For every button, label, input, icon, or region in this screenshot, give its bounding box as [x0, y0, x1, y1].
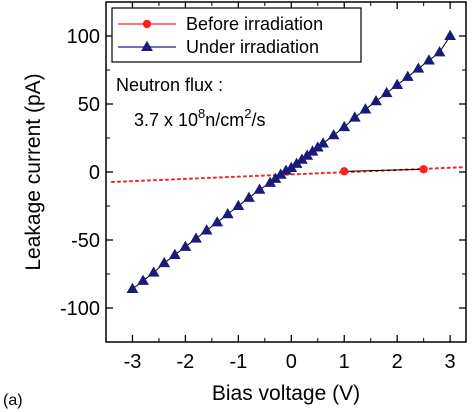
under-irradiation-point	[190, 232, 202, 243]
under-irradiation-point	[280, 164, 292, 175]
under-irradiation-point	[348, 111, 361, 122]
under-irradiation-point	[168, 248, 181, 259]
flux-unit: n/cm	[205, 110, 244, 130]
legend-entry-before-irradiation: Before irradiation	[186, 14, 323, 34]
x-axis-label: Bias voltage (V)	[212, 382, 360, 405]
under-irradiation-point	[433, 46, 446, 57]
y-axis-label: Leakage current (pA)	[22, 73, 45, 270]
legend-box	[111, 7, 362, 63]
under-irradiation-point	[295, 153, 308, 164]
x-tick-label: -2	[177, 351, 195, 373]
under-irradiation-point	[126, 282, 139, 293]
under-irradiation-point	[274, 168, 287, 179]
x-tick-label: 3	[445, 351, 456, 373]
y-tick-label: -50	[71, 230, 100, 252]
under-irradiation-point	[137, 274, 149, 285]
under-irradiation-point	[200, 224, 213, 235]
under-irradiation-point	[401, 70, 414, 81]
under-irradiation-point	[221, 207, 234, 219]
under-irradiation-point	[147, 266, 160, 277]
under-irradiation-point	[338, 120, 351, 132]
x-tick-label: -1	[229, 351, 247, 373]
under-irradiation-point	[412, 62, 425, 73]
under-irradiation-point	[317, 137, 329, 148]
under-irradiation-point	[285, 161, 298, 172]
under-irradiation-point	[301, 149, 314, 160]
under-irradiation-point	[269, 172, 282, 183]
annotation-neutron-flux-value: 3.7 x 108n/cm2/s	[134, 106, 266, 130]
flux-mantissa: 3.7 x 10	[134, 110, 198, 130]
before-irradiation-point	[419, 165, 428, 174]
under-irradiation-point	[444, 29, 457, 41]
before-irradiation-line	[344, 168, 424, 172]
under-irradiation-point	[359, 103, 372, 114]
flux-unit-tail: /s	[252, 110, 266, 130]
x-tick-label: 0	[286, 351, 297, 373]
y-tick-label: 50	[78, 94, 100, 116]
under-irradiation-point	[253, 183, 266, 194]
x-tick-label: 2	[392, 351, 403, 373]
under-irradiation-point	[311, 141, 324, 152]
under-irradiation-point	[243, 191, 255, 202]
under-irradiation-point	[391, 78, 404, 89]
legend-marker-before	[142, 19, 152, 29]
y-tick-label: 100	[67, 26, 100, 48]
under-irradiation-point	[306, 145, 319, 156]
under-irradiation-point	[211, 216, 224, 227]
before-irradiation-point	[340, 167, 349, 176]
under-irradiation-point	[232, 199, 245, 211]
legend-entry-under-irradiation: Under irradiation	[186, 37, 319, 57]
legend-marker-under	[141, 40, 153, 52]
under-irradiation-point	[179, 240, 192, 251]
x-tick-label: 1	[339, 351, 350, 373]
flux-exponent: 8	[198, 106, 205, 121]
panel-label: (a)	[3, 392, 23, 409]
legend: Before irradiation Under irradiation	[111, 7, 362, 63]
y-tick-label: -100	[60, 298, 100, 320]
x-tick-label: -3	[124, 351, 142, 373]
flux-unit-exponent: 2	[244, 106, 251, 121]
ticks-layer: -3 -2 -1 0 1 2 3 -100 -50 0 50 100	[60, 1, 466, 373]
series-layer	[111, 29, 464, 293]
annotation-neutron-flux-label: Neutron flux :	[116, 75, 223, 95]
under-irradiation-point	[423, 54, 435, 65]
under-irradiation-point	[370, 95, 382, 106]
under-irradiation-point	[380, 86, 393, 98]
y-tick-label: 0	[89, 162, 100, 184]
under-irradiation-point	[327, 129, 340, 140]
under-irradiation-point	[158, 256, 171, 268]
